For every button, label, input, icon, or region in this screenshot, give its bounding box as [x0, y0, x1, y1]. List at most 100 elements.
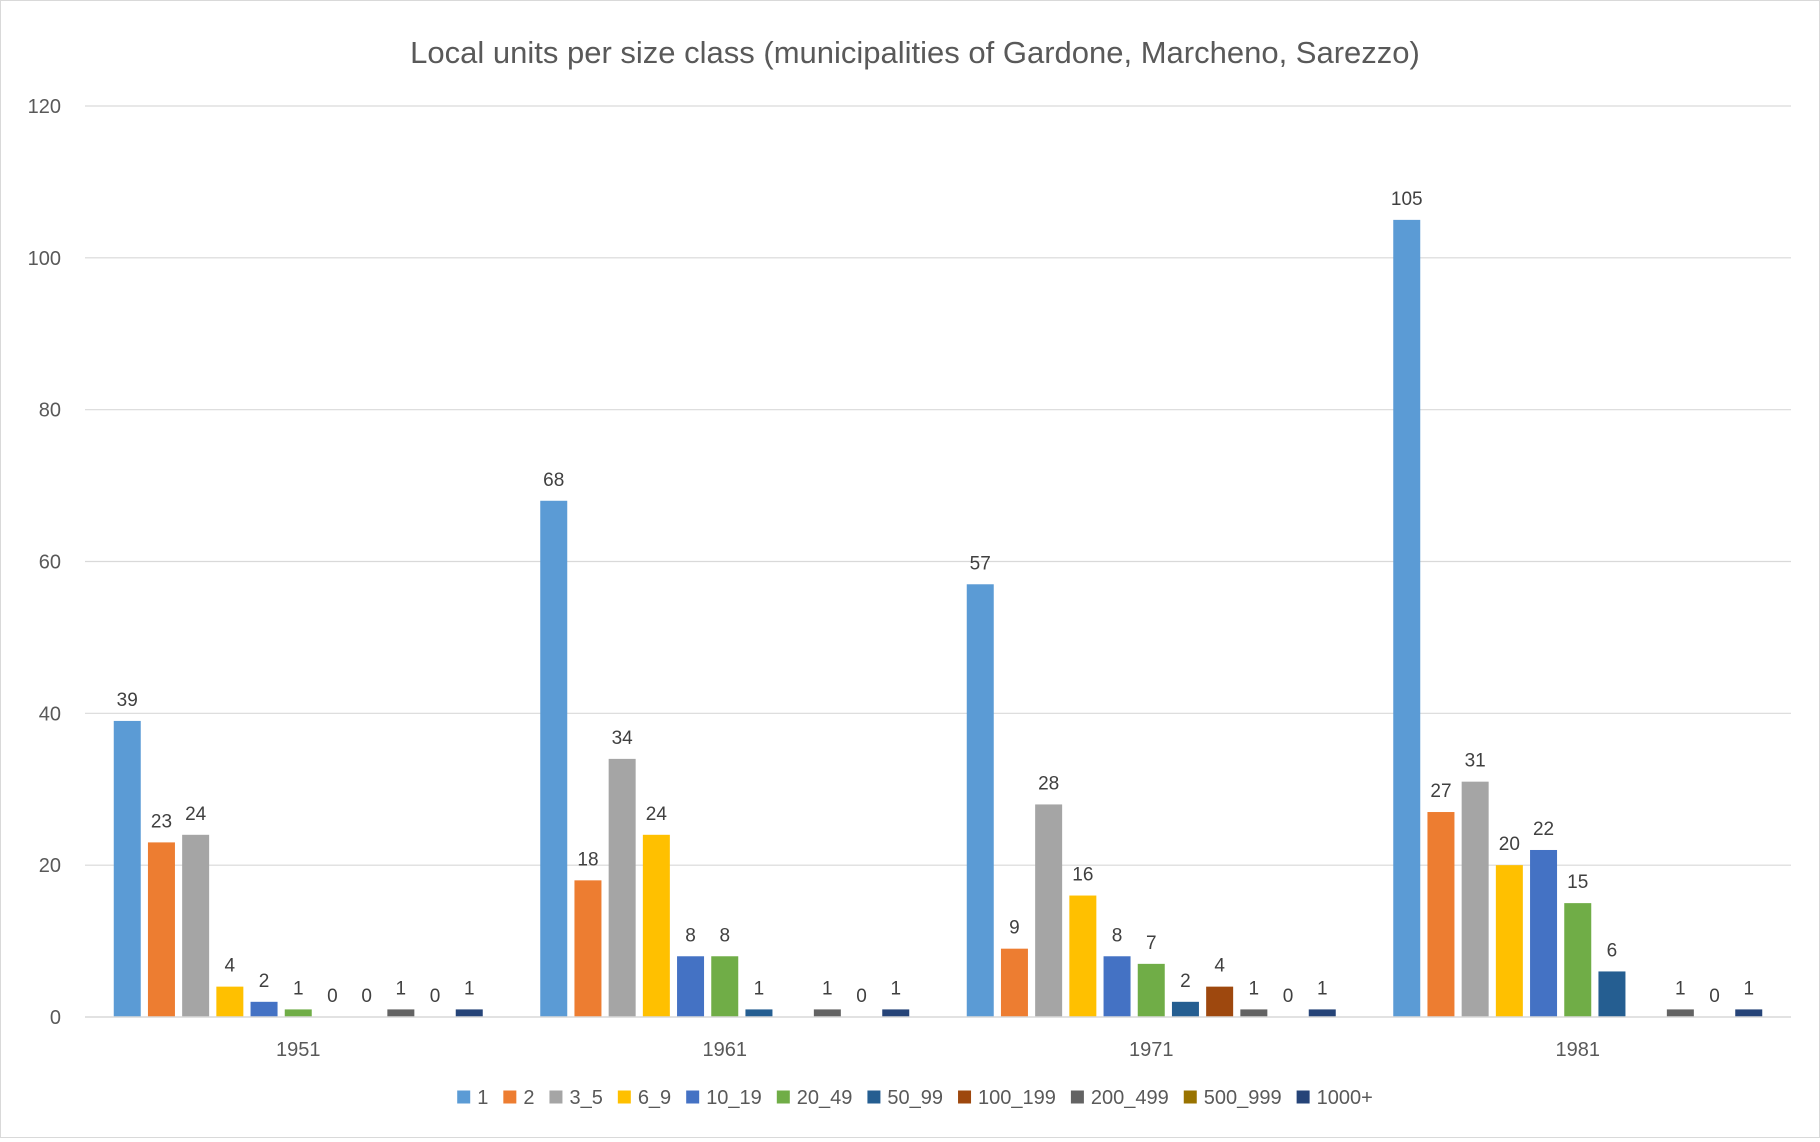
legend-swatch: [1070, 1090, 1084, 1104]
bar: [1206, 986, 1234, 1017]
bars: [113, 219, 1763, 1017]
data-label: 24: [646, 804, 668, 825]
data-label: 8: [685, 925, 696, 946]
data-label: 105: [1391, 189, 1423, 210]
data-label: 1: [1317, 978, 1328, 999]
data-label: 18: [577, 849, 598, 870]
y-tick-label: 20: [39, 855, 61, 877]
data-label: 34: [612, 728, 634, 749]
legend-item: 20_49: [776, 1087, 853, 1109]
x-tick-label: 1961: [703, 1039, 748, 1061]
bar: [1530, 849, 1558, 1017]
data-label: 0: [430, 986, 441, 1007]
bar: [745, 1009, 773, 1017]
bar: [1103, 956, 1131, 1017]
bar: [1495, 865, 1523, 1017]
bar: [182, 834, 210, 1017]
legend-label: 1000+: [1317, 1087, 1373, 1109]
data-label: 27: [1430, 781, 1451, 802]
bar: [1461, 781, 1489, 1017]
data-label: 2: [1180, 971, 1191, 992]
legend-swatch: [867, 1090, 881, 1104]
data-label: 8: [1112, 925, 1123, 946]
data-label: 0: [1709, 986, 1720, 1007]
legend-label: 3_5: [569, 1087, 602, 1109]
chart-title: Local units per size class (municipaliti…: [410, 35, 1420, 70]
legend-swatch: [776, 1090, 790, 1104]
legend: 1 2 3_5 6_9 10_19 20_49 50_99 100_199 200_499 500…: [457, 1087, 1373, 1109]
legend-label: 20_49: [797, 1087, 853, 1109]
bar: [882, 1009, 910, 1017]
bar: [1735, 1009, 1763, 1017]
bar: [1069, 895, 1097, 1017]
legend-label: 500_999: [1204, 1087, 1282, 1109]
legend-swatch: [1296, 1090, 1310, 1104]
data-label: 0: [856, 986, 867, 1007]
data-label: 1: [1675, 978, 1686, 999]
bar: [1427, 812, 1455, 1017]
y-tick-label: 60: [39, 552, 61, 574]
legend-swatch: [549, 1090, 563, 1104]
bar: [813, 1009, 841, 1017]
legend-item: 10_19: [686, 1087, 762, 1109]
data-label: 2: [259, 971, 270, 992]
legend-item: 1000+: [1296, 1087, 1373, 1109]
data-label: 68: [543, 470, 564, 491]
data-label: 1: [1249, 978, 1260, 999]
data-label: 1: [464, 978, 475, 999]
bar: [113, 720, 141, 1017]
data-label: 22: [1533, 819, 1554, 840]
data-label: 7: [1146, 933, 1157, 954]
data-label: 6: [1607, 940, 1618, 961]
bar: [1240, 1009, 1268, 1017]
bar: [574, 880, 602, 1017]
y-tick-label: 80: [39, 400, 61, 422]
y-tick-label: 100: [28, 248, 61, 270]
bar: [1564, 903, 1592, 1017]
y-tick-label: 40: [39, 703, 61, 725]
bar: [966, 584, 994, 1017]
x-tick-label: 1951: [276, 1039, 321, 1061]
bar: [455, 1009, 483, 1017]
legend-item: 100_199: [958, 1087, 1056, 1109]
y-tick-label: 120: [28, 96, 61, 118]
data-label: 8: [719, 925, 730, 946]
bar: [677, 956, 705, 1017]
data-label: 57: [970, 553, 991, 574]
bar: [1598, 971, 1626, 1017]
data-label: 1: [754, 978, 765, 999]
data-label: 20: [1499, 834, 1520, 855]
bar: [147, 842, 175, 1017]
bar: [642, 834, 670, 1017]
legend-swatch: [457, 1090, 471, 1104]
bar: [608, 758, 636, 1017]
legend-label: 50_99: [887, 1087, 943, 1109]
x-tick-label: 1971: [1129, 1039, 1174, 1061]
legend-item: 3_5: [549, 1087, 603, 1109]
legend-label: 10_19: [706, 1087, 762, 1109]
data-label: 4: [1214, 956, 1225, 977]
legend-label: 1: [477, 1087, 488, 1109]
bar: [216, 986, 244, 1017]
data-label: 1: [822, 978, 833, 999]
bar: [1308, 1009, 1336, 1017]
legend-label: 6_9: [638, 1087, 671, 1109]
legend-swatch: [503, 1090, 517, 1104]
data-label: 31: [1465, 751, 1486, 772]
data-label: 15: [1567, 872, 1588, 893]
bar: [540, 500, 568, 1017]
bar: [1171, 1001, 1199, 1017]
data-label: 4: [225, 956, 236, 977]
legend-item: 6_9: [617, 1087, 671, 1109]
gridlines: [85, 105, 1791, 866]
data-label: 0: [361, 986, 372, 1007]
legend-swatch: [1183, 1090, 1197, 1104]
bar: [711, 956, 739, 1017]
data-label: 1: [396, 978, 407, 999]
data-label: 1: [890, 978, 901, 999]
legend-swatch: [617, 1090, 631, 1104]
bar: [1666, 1009, 1694, 1017]
bar: [387, 1009, 415, 1017]
